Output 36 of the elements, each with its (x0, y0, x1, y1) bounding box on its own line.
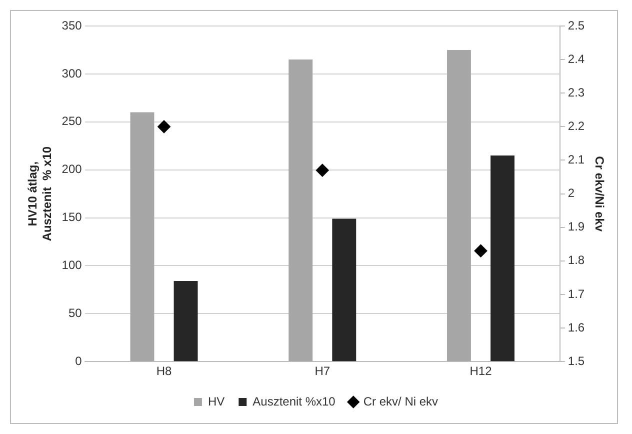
y2-tick-label: 2.4 (568, 52, 585, 66)
point (316, 164, 329, 177)
y2-tick-label: 2.5 (568, 18, 585, 32)
y-tick-label: 0 (75, 354, 82, 368)
y2-tick-label: 2.1 (568, 152, 585, 167)
legend-label: Cr ekv/ Ni ekv (363, 394, 438, 408)
y-tick-label: 150 (62, 210, 82, 224)
y2-tick-label: 2.2 (568, 118, 585, 133)
y-tick-label: 50 (68, 306, 82, 320)
x-tick-label: H8 (156, 364, 172, 378)
y2-tick-label: 2.3 (568, 85, 585, 100)
y-tick-label: 250 (62, 114, 82, 128)
y-tick-label: 300 (62, 66, 82, 80)
y2-tick-label: 1.9 (568, 220, 585, 234)
bar (446, 50, 471, 362)
bar (288, 60, 313, 362)
bar (332, 218, 356, 362)
y2-tick-label: 1.8 (568, 253, 585, 268)
bar (490, 155, 514, 362)
y2-tick-label: 1.5 (568, 354, 585, 368)
y-tick-label: 100 (62, 258, 82, 272)
x-tick-label: H12 (470, 364, 492, 378)
legend-label: HV (208, 394, 225, 408)
y-tick-label: 200 (62, 162, 82, 176)
point (474, 244, 488, 258)
y-tick-label: 350 (62, 18, 82, 32)
point (158, 120, 171, 134)
legend-label: Ausztenit %x10 (252, 394, 336, 408)
y2-tick-label: 1.7 (568, 286, 585, 301)
bar (130, 112, 154, 362)
y2-axis-title: Cr ekv/Ni ekv (592, 156, 606, 232)
y-axis-title: HV10 átlag, Ausztenit % x10 (26, 146, 54, 242)
y2-tick-label: 2 (568, 186, 575, 200)
y2-tick-label: 1.6 (568, 320, 585, 334)
bar (174, 281, 198, 362)
x-tick-label: H7 (314, 364, 330, 378)
